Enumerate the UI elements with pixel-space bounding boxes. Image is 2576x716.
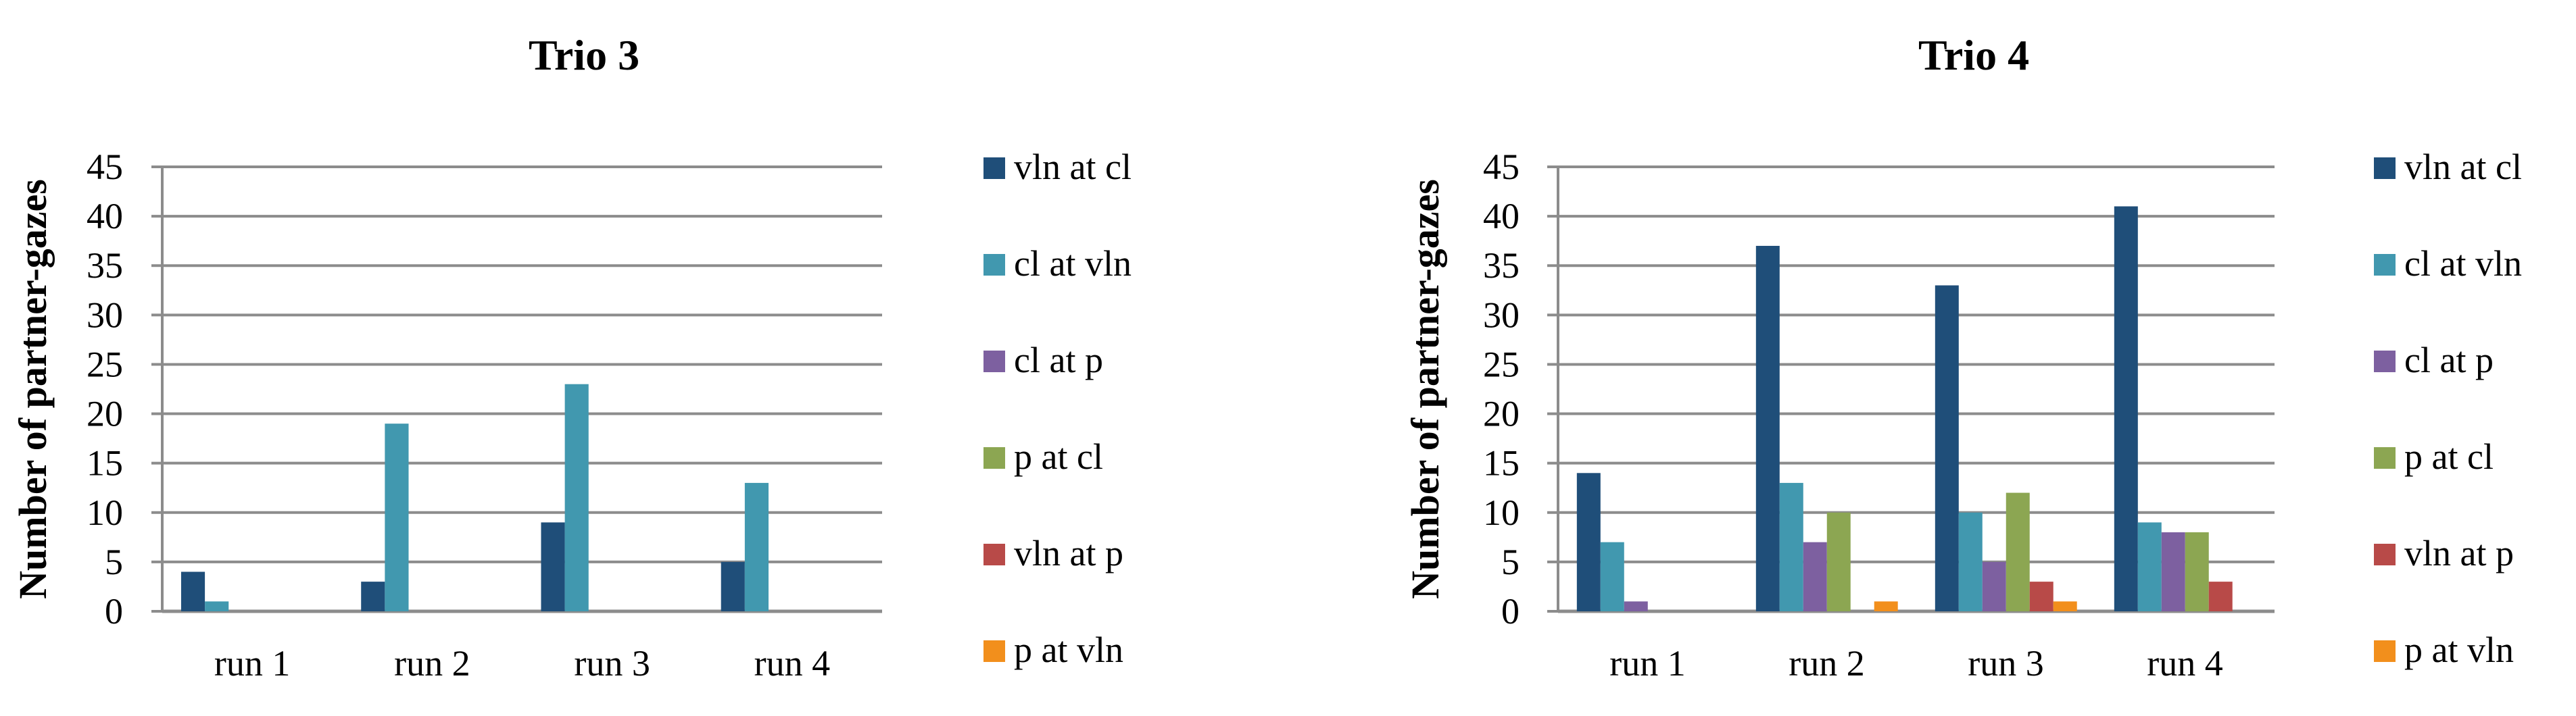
y-tick-label: 35 bbox=[1483, 245, 1520, 286]
bar-cl-at-vln-run-2 bbox=[1779, 482, 1803, 611]
y-tick-label: 10 bbox=[1483, 492, 1520, 533]
legend-label: p at cl bbox=[2404, 436, 2494, 477]
legend: vln at cl cl at vln cl at p p at cl vln at p… bbox=[2374, 147, 2522, 670]
legend-swatch bbox=[2374, 157, 2396, 179]
bar-p-at-cl-run-2 bbox=[1826, 512, 1851, 611]
bar-p-at-vln-run-2 bbox=[1874, 601, 1898, 611]
y-tick-label: 35 bbox=[87, 245, 123, 286]
legend-swatch bbox=[983, 157, 1005, 179]
y-tick-label: 15 bbox=[87, 443, 123, 484]
legend-swatch bbox=[983, 640, 1005, 662]
y-tick-label: 10 bbox=[87, 492, 123, 533]
bar-vln-at-cl-run-1 bbox=[180, 571, 205, 611]
bar-vln-at-cl-run-2 bbox=[1755, 245, 1780, 611]
legend-label: cl at p bbox=[2404, 340, 2494, 380]
legend-label: vln at cl bbox=[1014, 147, 1132, 187]
y-tick-label: 30 bbox=[87, 295, 123, 335]
legend: vln at cl cl at vln cl at p p at cl vln at p… bbox=[983, 147, 1132, 670]
legend-label: p at cl bbox=[1014, 436, 1103, 477]
y-tick-label: 40 bbox=[87, 196, 123, 236]
y-tick-label: 15 bbox=[1483, 443, 1520, 484]
bar-cl-at-p-run-3 bbox=[1982, 561, 2006, 611]
legend-swatch bbox=[2374, 640, 2396, 662]
bar-vln-at-p-run-4 bbox=[2208, 582, 2233, 611]
y-tick-label: 0 bbox=[105, 591, 123, 632]
legend-label: vln at p bbox=[2404, 533, 2514, 573]
bar-cl-at-p-run-1 bbox=[1624, 601, 1648, 611]
bar-vln-at-cl-run-3 bbox=[541, 522, 565, 611]
y-tick-label: 30 bbox=[1483, 295, 1520, 335]
y-tick-label: 5 bbox=[105, 542, 123, 582]
bar-vln-at-cl-run-1 bbox=[1576, 473, 1601, 611]
chart-1: Trio 3 Number of partner-gazes 0 5 10 15 20 25 3… bbox=[11, 31, 1132, 684]
bar-cl-at-vln-run-1 bbox=[1600, 542, 1624, 611]
bar-cl-at-p-run-4 bbox=[2161, 532, 2185, 611]
y-tick-labels: 0 5 10 15 20 25 30 35 40 45 bbox=[87, 147, 123, 632]
bar-cl-at-vln-run-2 bbox=[385, 424, 409, 611]
bar-p-at-cl-run-3 bbox=[2006, 492, 2030, 611]
y-tick-label: 25 bbox=[1483, 344, 1520, 384]
y-tick-label: 20 bbox=[87, 394, 123, 434]
x-tick-labels: run 1 run 2 run 3 run 4 bbox=[1609, 643, 2222, 684]
bar-vln-at-cl-run-3 bbox=[1935, 285, 1959, 611]
legend-swatch bbox=[983, 254, 1005, 276]
x-tick-label: run 1 bbox=[1609, 643, 1685, 684]
bar-vln-at-cl-run-4 bbox=[721, 561, 745, 611]
legend-label: cl at p bbox=[1014, 340, 1103, 380]
x-tick-label: run 2 bbox=[1789, 643, 1864, 684]
bar-p-at-cl-run-4 bbox=[2185, 532, 2209, 611]
y-axis-label: Number of partner-gazes bbox=[11, 179, 55, 599]
y-tick-label: 40 bbox=[1483, 196, 1520, 236]
x-tick-label: run 4 bbox=[754, 643, 830, 684]
bar-cl-at-vln-run-4 bbox=[744, 482, 769, 611]
bar-cl-at-p-run-2 bbox=[1803, 542, 1827, 611]
legend-swatch bbox=[2374, 447, 2396, 469]
bar-vln-at-cl-run-4 bbox=[2114, 206, 2138, 611]
legend-label: cl at vln bbox=[1014, 243, 1132, 284]
y-tick-label: 20 bbox=[1483, 394, 1520, 434]
legend-swatch bbox=[2374, 254, 2396, 276]
y-axis-label: Number of partner-gazes bbox=[1403, 179, 1447, 599]
bar-vln-at-cl-run-2 bbox=[361, 582, 385, 611]
bar-cl-at-vln-run-3 bbox=[564, 384, 589, 611]
legend-label: p at vln bbox=[2404, 630, 2514, 670]
legend-swatch bbox=[983, 544, 1005, 565]
bar-p-at-vln-run-3 bbox=[2053, 601, 2077, 611]
x-tick-label: run 3 bbox=[574, 643, 650, 684]
y-tick-label: 45 bbox=[1483, 147, 1520, 187]
legend-label: vln at cl bbox=[2404, 147, 2522, 187]
bar-cl-at-vln-run-4 bbox=[2137, 522, 2162, 611]
x-tick-label: run 1 bbox=[214, 643, 290, 684]
x-tick-label: run 4 bbox=[2147, 643, 2222, 684]
chart-2: Trio 4 Number of partner-gazes 0 5 10 15 20 25 3… bbox=[1403, 31, 2522, 684]
legend-label: p at vln bbox=[1014, 630, 1123, 670]
legend-swatch bbox=[2374, 351, 2396, 372]
gridlines bbox=[162, 165, 882, 613]
x-tick-label: run 3 bbox=[1968, 643, 2043, 684]
legend-label: vln at p bbox=[1014, 533, 1123, 573]
chart-title: Trio 3 bbox=[529, 31, 639, 79]
legend-label: cl at vln bbox=[2404, 243, 2522, 284]
bar-cl-at-vln-run-3 bbox=[1958, 512, 1983, 611]
y-tick-label: 45 bbox=[87, 147, 123, 187]
x-tick-label: run 2 bbox=[394, 643, 470, 684]
y-tick-label: 5 bbox=[1501, 542, 1520, 582]
x-tick-labels: run 1 run 2 run 3 run 4 bbox=[214, 643, 830, 684]
bar-cl-at-vln-run-1 bbox=[205, 601, 229, 611]
bar-vln-at-p-run-3 bbox=[2029, 582, 2053, 611]
y-tick-labels: 0 5 10 15 20 25 30 35 40 45 bbox=[1483, 147, 1520, 632]
bars bbox=[180, 384, 769, 611]
legend-swatch bbox=[2374, 544, 2396, 565]
bars bbox=[1576, 206, 2233, 611]
legend-swatch bbox=[983, 447, 1005, 469]
chart-title: Trio 4 bbox=[1918, 31, 2029, 79]
legend-swatch bbox=[983, 351, 1005, 372]
y-tick-label: 25 bbox=[87, 344, 123, 384]
y-tick-label: 0 bbox=[1501, 591, 1520, 632]
